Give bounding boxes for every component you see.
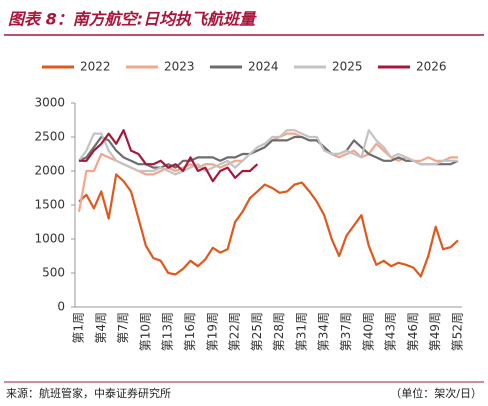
legend-label: 2026 [416, 60, 447, 74]
y-tick-label: 2000 [34, 164, 65, 178]
x-tick-label: 第37周 [339, 312, 353, 351]
unit-note: （单位：架次/日） [390, 386, 482, 400]
y-tick-label: 500 [42, 266, 65, 280]
y-tick-label: 0 [57, 300, 65, 314]
x-tick-label: 第28周 [272, 312, 286, 351]
legend-label: 2025 [332, 60, 363, 74]
x-tick-label: 第22周 [228, 312, 242, 351]
x-tick-label: 第46周 [406, 312, 420, 351]
x-tick-label: 第40周 [361, 312, 375, 351]
x-tick-label: 第34周 [317, 312, 331, 351]
x-tick-label: 第13周 [161, 312, 175, 351]
series-line [78, 135, 459, 169]
y-tick-label: 1500 [34, 198, 65, 212]
legend-label: 2023 [164, 60, 195, 74]
series-line [77, 132, 458, 212]
y-tick-label: 2500 [34, 130, 65, 144]
source: 来源：航班管家，中泰证券研究所 [6, 386, 171, 400]
x-tick-label: 第19周 [205, 312, 219, 351]
x-tick-label: 第49周 [428, 312, 442, 351]
legend-label: 2024 [248, 60, 279, 74]
x-tick-label: 第7周 [116, 312, 130, 344]
chart-title: 图表 8：南方航空:日均执飞航班量 [8, 10, 257, 29]
x-tick-label: 第52周 [451, 312, 465, 351]
x-tick-label: 第10周 [138, 312, 152, 351]
x-tick-label: 第1周 [72, 312, 86, 344]
y-tick-label: 1000 [34, 232, 65, 246]
y-tick-label: 3000 [34, 96, 65, 110]
x-tick-label: 第31周 [294, 312, 308, 351]
legend-label: 2022 [80, 60, 111, 74]
x-tick-label: 第25周 [250, 312, 264, 351]
series-line [78, 173, 459, 278]
x-tick-label: 第16周 [183, 312, 197, 351]
x-tick-label: 第43周 [384, 312, 398, 351]
series-line [78, 129, 458, 176]
series-line [79, 129, 259, 183]
x-tick-label: 第4周 [94, 312, 108, 344]
